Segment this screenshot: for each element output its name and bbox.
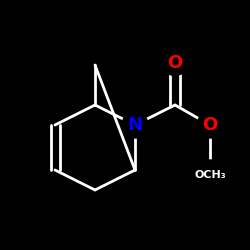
Circle shape: [122, 112, 148, 138]
Text: OCH₃: OCH₃: [194, 170, 226, 180]
Text: O: O: [168, 54, 182, 72]
Text: N: N: [128, 116, 142, 134]
Circle shape: [195, 160, 225, 190]
Circle shape: [197, 112, 223, 138]
Circle shape: [162, 50, 188, 76]
Text: O: O: [202, 116, 218, 134]
